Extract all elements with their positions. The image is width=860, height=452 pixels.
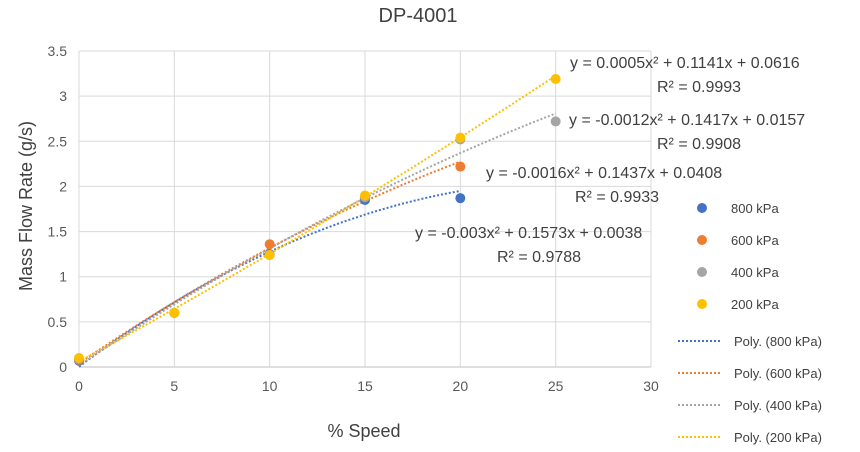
legend-label: 600 kPa (731, 233, 779, 248)
data-point (455, 193, 466, 204)
r-squared-label: R² = 0.9933 (575, 189, 659, 206)
legend: 800 kPa 600 kPa 400 kPa 200 kPa Poly. (800 k… (678, 201, 822, 445)
y-tick-label: 0 (59, 359, 67, 375)
x-tick-label: 15 (357, 378, 373, 394)
y-tick-label: 3.5 (48, 43, 68, 59)
r-squared-label: R² = 0.9788 (497, 249, 581, 266)
trendline-equation: y = -0.0012x² + 0.1417x + 0.0157 (569, 112, 805, 129)
data-point (455, 161, 466, 172)
legend-label: 200 kPa (731, 297, 779, 312)
legend-trend-label: Poly. (800 kPa) (734, 334, 822, 349)
legend-marker (697, 235, 707, 245)
y-axis-label: Mass Flow Rate (g/s) (16, 121, 36, 291)
r-squared-label: R² = 0.9908 (657, 136, 741, 153)
r-squared-label: R² = 0.9993 (657, 79, 741, 96)
trendline-equations: y = -0.003x² + 0.1573x + 0.0038 R² = 0.97… (415, 55, 805, 266)
data-point (550, 116, 561, 127)
legend-trend-label: Poly. (600 kPa) (734, 366, 822, 381)
legend-marker (697, 299, 707, 309)
trendline (78, 190, 461, 368)
axes: 0 5 10 15 20 25 30 0 0.5 1 1.5 2 2.5 3 3.5 (48, 43, 659, 394)
data-point (74, 352, 84, 363)
legend-trend-label: Poly. (400 kPa) (734, 398, 822, 413)
legend-marker (697, 267, 707, 277)
x-tick-label: 25 (548, 378, 564, 394)
x-tick-label: 5 (170, 378, 178, 394)
data-point (455, 132, 466, 143)
data-points (74, 73, 561, 366)
chart-title: DP-4001 (379, 5, 458, 27)
y-tick-label: 1 (59, 269, 67, 285)
trendline (78, 74, 557, 363)
y-tick-label: 2.5 (48, 133, 68, 149)
legend-marker (697, 203, 707, 213)
legend-trend-label: Poly. (200 kPa) (734, 430, 822, 445)
legend-label: 400 kPa (731, 265, 779, 280)
data-point (264, 250, 275, 261)
y-tick-label: 0.5 (48, 314, 68, 330)
data-point (550, 73, 561, 84)
trendline-equation: y = -0.0016x² + 0.1437x + 0.0408 (486, 165, 722, 182)
y-tick-label: 3 (59, 88, 67, 104)
x-axis-label: % Speed (327, 421, 400, 441)
x-tick-label: 10 (262, 378, 278, 394)
x-tick-label: 0 (75, 378, 83, 394)
trendline-equation: y = 0.0005x² + 0.1141x + 0.0616 (570, 55, 800, 72)
x-tick-label: 20 (453, 378, 469, 394)
data-point (169, 307, 180, 318)
data-point (264, 239, 275, 250)
data-point (360, 190, 370, 201)
x-tick-label: 30 (643, 378, 659, 394)
grid (78, 50, 652, 368)
trendline-equation: y = -0.003x² + 0.1573x + 0.0038 (415, 225, 642, 242)
trendlines (78, 74, 557, 368)
y-tick-label: 1.5 (48, 224, 68, 240)
y-tick-label: 2 (59, 178, 67, 194)
legend-label: 800 kPa (731, 201, 779, 216)
